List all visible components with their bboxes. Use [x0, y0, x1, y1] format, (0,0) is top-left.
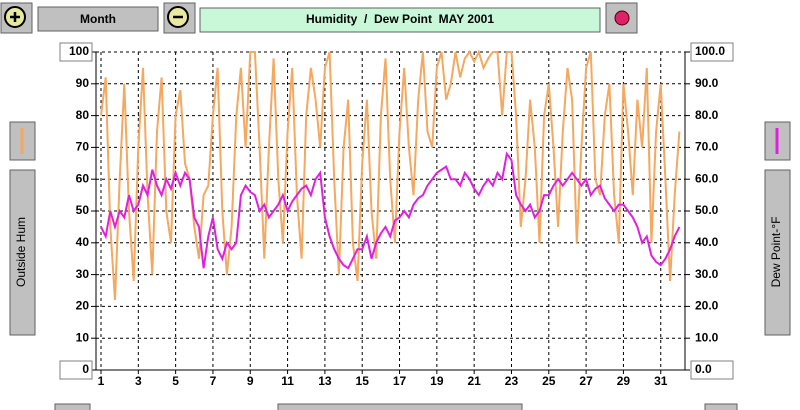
- scroll-left[interactable]: [54, 403, 91, 410]
- y-tick-label: 70: [76, 140, 90, 154]
- scroll-right[interactable]: [704, 403, 738, 410]
- x-tick-label: 23: [505, 374, 519, 388]
- side-controls: Outside Hum Dew Point-°F: [9, 121, 791, 410]
- y-tick-label: 0: [82, 362, 89, 376]
- x-tick-label: 3: [135, 374, 142, 388]
- plus-sign: [10, 12, 20, 22]
- y2-tick-label: 0.0: [695, 362, 712, 376]
- y2-label-box: [690, 42, 734, 62]
- tool-icon: [614, 10, 630, 26]
- y2-tick-label: 10.0: [695, 330, 719, 344]
- y2-tick-label: 60.0: [695, 171, 719, 185]
- y2-tick-label: 30.0: [695, 267, 719, 281]
- x-tick-label: 9: [247, 374, 254, 388]
- y-tick-label: 60: [76, 171, 90, 185]
- y-tick-label: 10: [76, 330, 90, 344]
- y2-tick-label: 70.0: [695, 140, 719, 154]
- y2-tick-label: 50.0: [695, 203, 719, 217]
- y-tick-label: 40: [76, 235, 90, 249]
- x-tick-label: 21: [467, 374, 481, 388]
- y2-label-box: [690, 360, 734, 380]
- y2-tick-label: 20.0: [695, 299, 719, 313]
- x-tick-label: 27: [579, 374, 593, 388]
- y-tick-label: 90: [76, 76, 90, 90]
- y-tick-label: 50: [76, 203, 90, 217]
- x-tick-label: 17: [393, 374, 407, 388]
- legend-label: Outside Hum: [14, 217, 28, 287]
- x-tick-label: 29: [617, 374, 631, 388]
- left-axis-button[interactable]: [9, 169, 36, 336]
- x-tick-label: 13: [318, 374, 332, 388]
- y-tick-label: 30: [76, 267, 90, 281]
- y2-tick-label: 90.0: [695, 76, 719, 90]
- x-tick-label: 25: [542, 374, 556, 388]
- y-label-box: [59, 360, 93, 380]
- series-line: [100, 151, 681, 270]
- chart-title: Humidity / Dew Point MAY 2001: [306, 12, 494, 26]
- x-tick-label: 31: [654, 374, 668, 388]
- right-axis-button[interactable]: [764, 169, 791, 336]
- x-tick-label: 19: [430, 374, 444, 388]
- tool-button[interactable]: [605, 2, 638, 34]
- title-box: [199, 7, 601, 33]
- y-tick-label: 20: [76, 299, 90, 313]
- y2-tick-label: 80.0: [695, 108, 719, 122]
- legend-label: Dew Point-°F: [769, 217, 783, 288]
- x-tick-label: 15: [356, 374, 370, 388]
- x-tick-label: 5: [172, 374, 179, 388]
- y2-tick-label: 40.0: [695, 235, 719, 249]
- period-button[interactable]: [37, 6, 159, 32]
- x-tick-label: 1: [98, 374, 105, 388]
- y-tick-label: 100: [69, 44, 89, 58]
- y-label-box: [59, 42, 93, 62]
- toolbar: Month Humidity / Dew Point MAY 2001: [0, 2, 638, 34]
- scroll-thumb[interactable]: [277, 403, 523, 410]
- period-label: Month: [80, 12, 116, 26]
- y2-tick-label: 100.0: [695, 44, 725, 58]
- x-tick-label: 11: [281, 374, 294, 388]
- y-tick-label: 80: [76, 108, 90, 122]
- series-line: [100, 49, 681, 301]
- x-tick-label: 7: [210, 374, 217, 388]
